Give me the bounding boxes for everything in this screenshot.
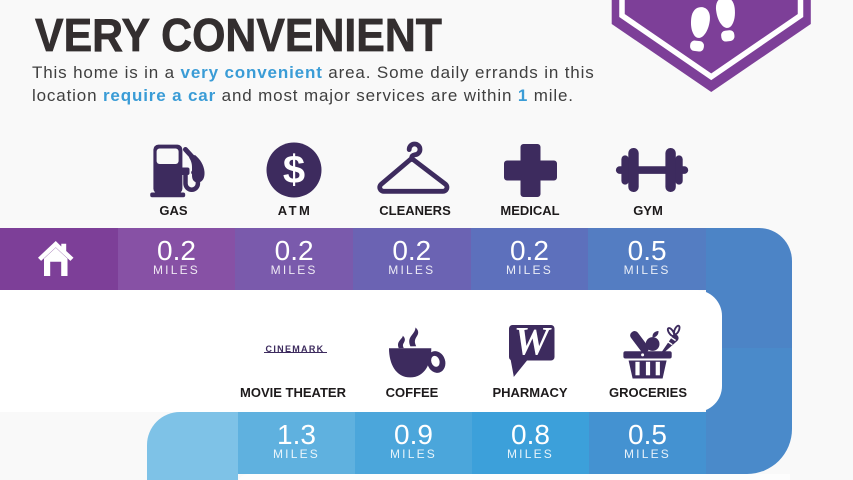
svg-text:W: W [514, 325, 552, 364]
svg-text:$: $ [283, 148, 305, 192]
